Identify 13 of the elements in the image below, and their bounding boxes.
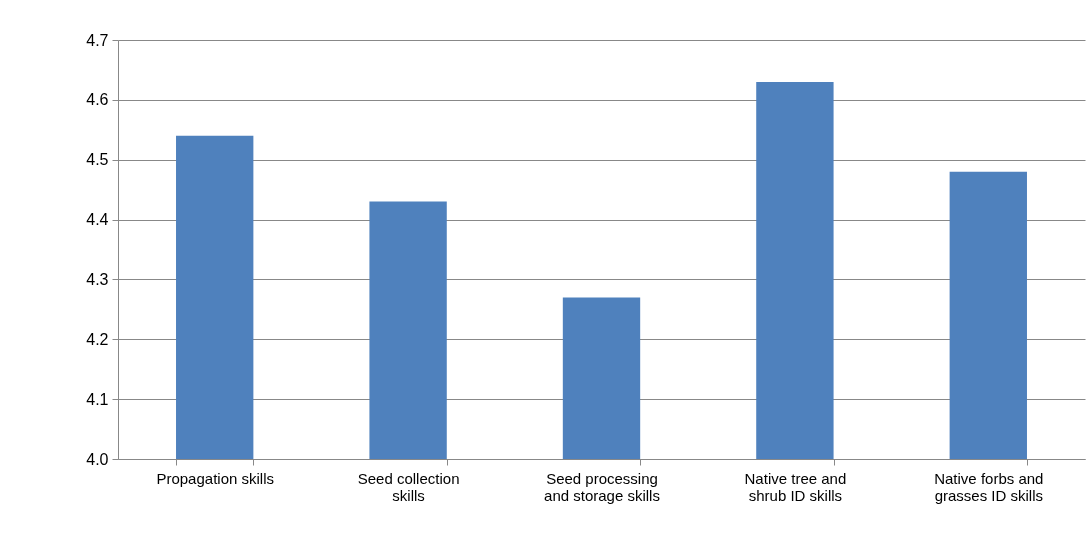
y-tick-label: 4.3: [86, 270, 109, 288]
y-tick-label: 4.0: [86, 450, 109, 468]
x-tick-label: Native tree and shrub ID skills: [744, 469, 847, 504]
y-tick-label: 4.4: [86, 211, 109, 229]
x-tick-label: Seed processing and storage skills: [544, 469, 660, 504]
y-tick-label: 4.2: [86, 330, 109, 348]
x-tick-label: Native forbs and grasses ID skills: [934, 469, 1044, 504]
y-tick-label: 4.1: [86, 390, 109, 408]
x-tick-label: Propagation skills: [156, 469, 274, 487]
y-tick-label: 4.7: [86, 31, 109, 49]
x-tick-label: Seed collection skills: [357, 469, 460, 504]
y-tick-label: 4.6: [86, 91, 109, 109]
y-tick-label: 4.5: [86, 151, 109, 169]
